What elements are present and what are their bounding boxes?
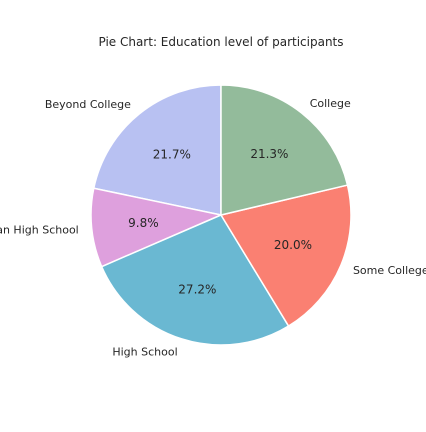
category-label: High School bbox=[112, 345, 177, 358]
pie-slice-beyond-college bbox=[92, 84, 222, 216]
percent-label: 21.7% bbox=[153, 147, 191, 161]
percent-label: 9.8% bbox=[128, 216, 159, 230]
pie-slice-less-than-high-school bbox=[90, 187, 224, 268]
percent-label: 20.0% bbox=[274, 238, 312, 252]
percent-labels: 21.7% 9.8% 27.2% 20.0% 21.3% bbox=[128, 147, 312, 297]
category-label: College bbox=[310, 97, 351, 110]
pie-slice-high-school bbox=[100, 214, 290, 346]
chart-title: Pie Chart: Education level of participan… bbox=[98, 35, 343, 49]
percent-label: 21.3% bbox=[250, 147, 288, 161]
pie-slice-college bbox=[220, 84, 349, 216]
category-labels: Beyond College Less than High School High … bbox=[0, 97, 426, 358]
category-label: Less than High School bbox=[0, 223, 79, 236]
pie-slice-some-college bbox=[219, 184, 352, 328]
percent-label: 27.2% bbox=[178, 282, 216, 296]
category-label: Some College bbox=[353, 264, 426, 277]
category-label: Beyond College bbox=[45, 98, 131, 111]
pie-slices bbox=[90, 84, 352, 346]
